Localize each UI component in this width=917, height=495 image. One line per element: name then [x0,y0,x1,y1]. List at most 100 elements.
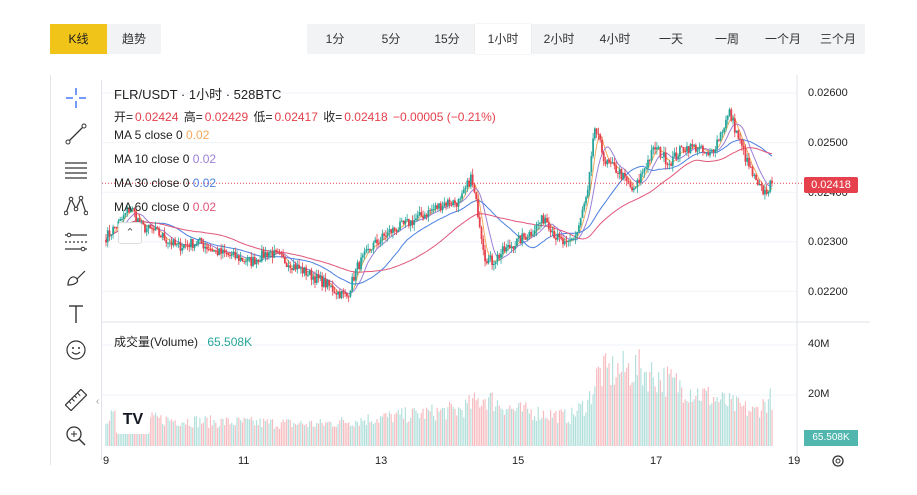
interval-3mo[interactable]: 三个月 [819,32,856,46]
volume-bar [482,399,484,446]
ma30-legend[interactable]: MA 30 close 0 0.02 [114,176,216,190]
volume-bar [636,375,638,446]
interval-4h[interactable]: 4小时 [599,32,631,46]
candle-body [248,257,251,259]
candle-body [462,189,465,194]
interval-1w[interactable]: 一周 [714,32,739,46]
candle-body [307,274,309,276]
collapse-toolbar-arrow[interactable]: ‹ [96,396,100,407]
volume-bar [633,381,635,446]
volume-bar [344,422,346,446]
volume-bar [314,426,316,446]
candle-body [441,206,444,211]
candle-body [402,220,405,224]
ma5-legend[interactable]: MA 5 close 0 0.02 [114,128,209,142]
volume-bar [725,404,727,446]
volume-bar [131,424,134,446]
volume-bar [401,408,403,446]
volume-bar [440,409,442,446]
fib-icon[interactable] [60,156,92,184]
candle-body [121,219,123,221]
volume-bar [436,407,438,446]
tab-kline[interactable]: K线 [50,24,107,54]
volume-bar [427,409,429,446]
candle-body [388,229,391,233]
volume-bar [296,425,298,446]
tab-trend[interactable]: 趋势 [121,32,146,46]
ma10-legend[interactable]: MA 10 close 0 0.02 [114,152,216,166]
interval-5m[interactable]: 5分 [381,32,401,46]
volume-bar [193,416,196,446]
interval-15m[interactable]: 15分 [434,32,460,46]
volume-bar [188,425,190,446]
candle-body [283,256,286,264]
trendline-icon[interactable] [60,120,92,148]
tradingview-logo[interactable]: TV [116,406,150,434]
volume-legend[interactable]: 成交量(Volume) 65.508K [114,333,252,350]
ruler-icon[interactable] [60,386,92,414]
candle-body [246,257,249,262]
volume-bar [278,429,281,446]
volume-bar [746,415,748,446]
volume-bar [454,408,456,446]
chart-grid [102,92,797,396]
volume-bar [353,426,355,446]
text-icon[interactable] [60,300,92,328]
volume-bar [472,398,474,446]
measure-lines-icon[interactable] [60,228,92,256]
volume-bar [650,362,653,446]
volume-bar [231,422,233,446]
candle-body [280,253,283,255]
candle-body [319,275,322,279]
volume-bar [514,411,516,446]
candle-body [719,132,722,141]
candle-body [762,185,765,195]
volume-bar [417,413,419,446]
candle-body [560,237,563,239]
volume-bar [220,418,222,446]
volume-bar [376,419,378,446]
candle-body [648,159,651,161]
pattern-icon[interactable] [60,192,92,220]
candle-body [163,233,166,240]
zoom-icon[interactable] [60,422,92,450]
volume-bar [693,399,695,446]
candle-body [702,145,704,152]
volume-bar [293,422,295,446]
volume-bar [167,417,169,446]
candle-body [383,233,385,236]
volume-bar [369,422,371,446]
volume-bar [541,417,543,446]
interval-1d[interactable]: 一天 [658,32,683,46]
ohlc-readout: 开= 0.02424 高= 0.02429 低= 0.02417 收= 0.02418 … [114,108,498,125]
interval-2h[interactable]: 2小时 [543,32,575,46]
candle-body [168,242,171,244]
interval-1h[interactable]: 1小时 [475,24,531,54]
candle-body [113,226,116,228]
candle-body [477,199,479,218]
candle-body [767,191,770,194]
interval-1m[interactable]: 1分 [325,32,345,46]
candle-body [308,270,311,275]
volume-bar [323,425,325,446]
volume-bar [564,409,566,446]
crosshair-icon[interactable] [60,84,92,112]
volume-bar [254,425,256,446]
candle-body [602,152,605,162]
legend-collapse-button[interactable]: ⌃ [118,222,142,244]
brush-icon[interactable] [60,264,92,292]
candle-body [326,280,329,288]
settings-gear-icon[interactable] [830,453,846,469]
candle-body [395,230,398,232]
volume-bar [303,425,305,446]
interval-1mo[interactable]: 一个月 [764,32,801,46]
candle-body [255,259,258,265]
emoji-icon[interactable] [60,336,92,364]
ma60-label: MA 60 close 0 [114,200,190,214]
volume-bar [523,404,525,446]
candle-body [484,249,486,262]
ma60-legend[interactable]: MA 60 close 0 0.02 [114,200,216,214]
candle-body [668,163,671,165]
candle-body [700,145,703,147]
